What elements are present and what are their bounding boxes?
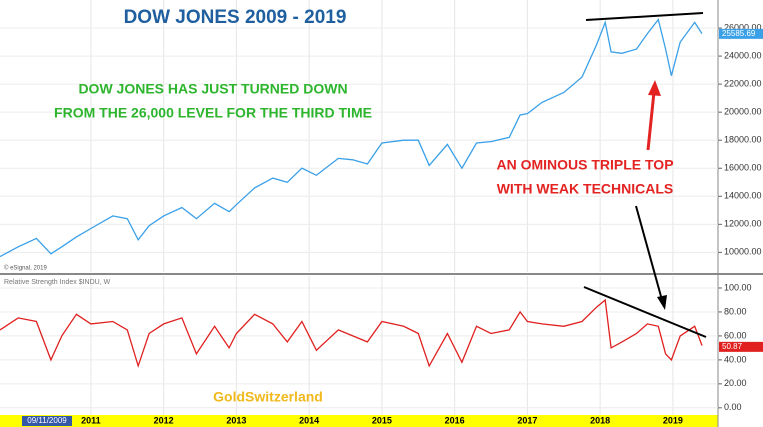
- data-line: [0, 18, 703, 258]
- y-tick-label: 20.00: [724, 378, 747, 388]
- y-tick-label: 100.00: [724, 282, 752, 292]
- y-tick-label: 40.00: [724, 354, 747, 364]
- x-tick-label: 2019: [663, 415, 683, 425]
- y-tick-label: 10000.00: [724, 247, 762, 257]
- last-value-tag: [719, 341, 763, 352]
- annotation: WITH WEAK TECHNICALS: [497, 181, 674, 197]
- annotation: FROM THE 26,000 LEVEL FOR THE THIRD TIME: [54, 105, 372, 121]
- panel-subtitle: Relative Strength Index $INDU, W: [4, 279, 111, 286]
- x-tick-label: 2016: [445, 415, 465, 425]
- x-axis-strip: [0, 415, 718, 427]
- x-tick-label: 2015: [372, 415, 392, 425]
- y-tick-label: 60.00: [724, 330, 747, 340]
- start-label: 09/11/2009: [27, 416, 67, 425]
- y-tick-label: 14000.00: [724, 191, 762, 201]
- y-tick-label: 12000.00: [724, 219, 762, 229]
- arrow-head: [657, 295, 667, 310]
- source: © eSignal, 2019: [4, 265, 47, 272]
- y-tick-label: 16000.00: [724, 163, 762, 173]
- trend-line: [585, 12, 704, 21]
- x-tick-label: 2012: [154, 415, 174, 425]
- arrow-head: [648, 80, 661, 96]
- trend-line: [583, 286, 707, 338]
- last-value-tag: [719, 28, 763, 39]
- arrow: [646, 91, 656, 151]
- x-tick-label: 2017: [517, 415, 537, 425]
- y-tick-label: 26000.00: [724, 22, 762, 32]
- y-tick-label: 20000.00: [724, 107, 762, 117]
- x-tick-label: 2011: [81, 415, 101, 425]
- x-tick-label: 2018: [590, 415, 610, 425]
- y-tick-label: 24000.00: [724, 50, 762, 60]
- y-tick-label: 18000.00: [724, 135, 762, 145]
- chart-title: DOW JONES 2009 - 2019: [124, 7, 347, 28]
- watermark: GoldSwitzerland: [213, 389, 323, 405]
- x-tick-label: 2013: [226, 415, 246, 425]
- start-label-box: [22, 416, 72, 426]
- data-line: [0, 298, 703, 369]
- last-value-label: 50.87: [722, 342, 743, 351]
- annotation: DOW JONES HAS JUST TURNED DOWN: [78, 81, 347, 97]
- annotation: AN OMINOUS TRIPLE TOP: [496, 157, 673, 173]
- y-tick-label: 22000.00: [724, 78, 762, 88]
- arrow: [635, 205, 663, 301]
- x-tick-label: 2014: [299, 415, 319, 425]
- y-tick-label: 0.00: [724, 402, 742, 412]
- y-tick-label: 80.00: [724, 306, 747, 316]
- last-value-label: 25585.69: [722, 29, 756, 38]
